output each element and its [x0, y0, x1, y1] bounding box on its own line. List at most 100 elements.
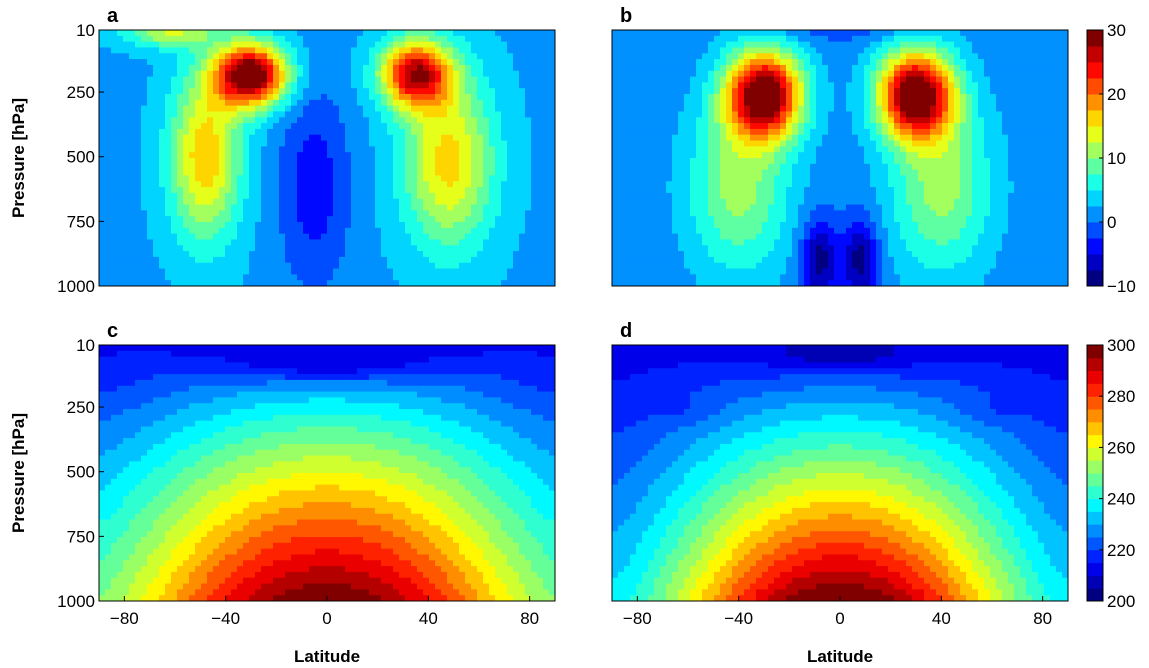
field-cell	[189, 94, 196, 101]
field-cell	[249, 70, 256, 78]
field-cell	[147, 158, 154, 165]
field-cell	[477, 256, 484, 264]
field-cell	[792, 105, 799, 113]
field-cell	[636, 70, 643, 78]
field-cell	[285, 35, 292, 43]
field-cell	[483, 94, 490, 101]
field-cell	[273, 268, 280, 275]
field-cell	[630, 53, 637, 60]
field-cell	[201, 262, 208, 270]
field-cell	[339, 204, 346, 211]
field-cell	[363, 146, 370, 153]
field-cell	[501, 210, 508, 217]
field-cell	[477, 163, 484, 171]
field-cell	[954, 64, 961, 72]
field-cell	[1002, 111, 1009, 118]
field-cell	[900, 146, 907, 153]
field-cell	[519, 128, 526, 136]
field-cell	[984, 82, 991, 89]
field-cell	[441, 123, 448, 130]
field-cell	[411, 105, 418, 113]
field-cell	[840, 64, 847, 72]
field-cell	[894, 140, 901, 147]
field-cell	[99, 99, 106, 107]
field-cell	[243, 274, 250, 281]
field-cell	[279, 146, 286, 153]
field-cell	[942, 105, 949, 113]
field-cell	[303, 216, 310, 223]
field-cell	[507, 111, 514, 118]
field-cell	[273, 76, 280, 83]
field-cell	[255, 64, 262, 72]
field-cell	[369, 128, 376, 136]
field-cell	[285, 256, 292, 264]
field-cell	[465, 251, 472, 258]
field-cell	[810, 128, 817, 136]
field-cell	[249, 204, 256, 211]
field-cell	[507, 268, 514, 275]
field-cell	[624, 41, 631, 49]
field-cell	[225, 53, 232, 60]
field-cell	[696, 59, 703, 66]
field-cell	[111, 210, 118, 217]
field-cell	[810, 99, 817, 107]
field-cell	[189, 88, 196, 95]
field-cell	[870, 134, 877, 142]
field-cell	[267, 123, 274, 130]
field-cell	[183, 268, 190, 275]
field-cell	[453, 82, 460, 89]
field-cell	[501, 76, 508, 83]
field-cell	[393, 216, 400, 223]
field-cell	[219, 239, 226, 246]
field-cell	[279, 210, 286, 217]
field-cell	[525, 204, 532, 211]
field-cell	[297, 256, 304, 264]
field-cell	[519, 140, 526, 147]
field-cell	[678, 94, 685, 101]
field-cell	[405, 216, 412, 223]
field-cell	[525, 210, 532, 217]
field-cell	[369, 47, 376, 54]
field-cell	[129, 53, 136, 60]
field-cell	[225, 233, 232, 241]
field-cell	[1008, 111, 1015, 118]
field-cell	[423, 251, 430, 258]
field-cell	[435, 181, 442, 188]
field-cell	[399, 210, 406, 217]
field-cell	[405, 192, 412, 200]
field-cell	[1002, 105, 1009, 113]
field-cell	[243, 35, 250, 43]
field-cell	[135, 187, 142, 194]
field-cell	[135, 181, 142, 188]
field-cell	[249, 181, 256, 188]
field-cell	[690, 152, 697, 159]
field-cell	[1062, 82, 1068, 89]
field-cell	[249, 47, 256, 54]
field-cell	[792, 134, 799, 142]
field-cell	[894, 105, 901, 113]
field-cell	[966, 30, 973, 37]
field-cell	[834, 105, 841, 113]
field-cell	[483, 175, 490, 182]
field-cell	[477, 134, 484, 142]
field-cell	[666, 134, 673, 142]
field-cell	[279, 41, 286, 49]
field-cell	[381, 76, 388, 83]
field-cell	[321, 123, 328, 130]
field-cell	[525, 227, 532, 235]
field-cell	[165, 30, 172, 37]
field-cell	[678, 70, 685, 78]
field-cell	[165, 169, 172, 177]
field-cell	[513, 192, 520, 200]
field-cell	[309, 94, 316, 101]
field-cell	[315, 59, 322, 66]
field-cell	[219, 53, 226, 60]
field-cell	[99, 94, 106, 101]
field-cell	[1014, 35, 1021, 43]
field-cell	[720, 64, 727, 72]
field-cell	[159, 163, 166, 171]
field-cell	[117, 192, 124, 200]
field-cell	[471, 88, 478, 95]
field-cell	[423, 111, 430, 118]
field-cell	[477, 158, 484, 165]
